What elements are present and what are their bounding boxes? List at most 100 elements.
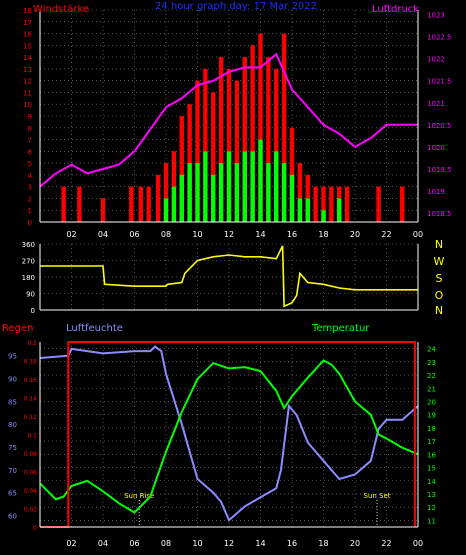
temperature-line (39, 359, 419, 514)
x-tick-label: 08 (161, 539, 171, 548)
y-temp-tick-label: 20 (427, 398, 436, 406)
compass-label: N (435, 304, 443, 317)
wind-gust-bar (376, 186, 381, 222)
y-temp-tick-label: 22 (427, 372, 436, 380)
y-humidity-tick-label: 90 (8, 376, 17, 384)
x-tick-label: 16 (287, 539, 297, 548)
wind-mean-bar (266, 163, 271, 222)
y-humidity-tick-label: 75 (8, 444, 17, 452)
y-humidity-tick-label: 70 (8, 467, 17, 475)
annotation-label: Sun Set (364, 492, 391, 500)
wind-gust-bar (329, 186, 334, 222)
y-rain-tick-label: 0.16 (24, 377, 38, 384)
wind-gust-bar (266, 57, 271, 222)
y-temp-tick-label: 15 (427, 465, 436, 473)
wind-gust-bar (211, 92, 216, 222)
x-tick-label: 14 (255, 539, 265, 548)
wind-gust-bar (163, 163, 169, 222)
x-tick-label: 12 (224, 539, 234, 548)
x-tick-label: 06 (129, 539, 139, 548)
wind-mean-bar (242, 151, 247, 222)
wind-gust-bar (100, 198, 106, 222)
y-left-tick-label: 9 (28, 113, 32, 121)
wind-mean-bar (274, 151, 279, 222)
y-rain-tick-label: 0.12 (24, 414, 38, 421)
y-left-tick-label: 4 (28, 172, 33, 180)
wind-gust-bar (313, 186, 318, 222)
y-rain-tick-label: 0.08 (24, 451, 38, 458)
y-tick-label: 180 (22, 274, 35, 282)
right-axis-label: Temperatur (311, 323, 370, 334)
y-left-tick-label: 7 (28, 137, 32, 145)
y-humidity-tick-label: 85 (8, 398, 17, 406)
wind-gust-bar (250, 45, 255, 223)
wind-gust-bar (129, 186, 134, 222)
y-left-tick-label: 18 (23, 7, 32, 15)
x-tick-label: 16 (287, 230, 297, 239)
y-left-tick-label: 6 (28, 148, 33, 156)
wind-mean-bar (187, 163, 192, 222)
y-humidity-tick-label: 80 (8, 421, 17, 429)
wind-gust-bar (321, 186, 326, 222)
wind-gust-bar (344, 186, 350, 222)
y-humidity-tick-label: 65 (8, 490, 17, 498)
wind-gust-bar (171, 151, 177, 222)
y-left-tick-label: 2 (28, 195, 32, 203)
x-tick-label: 02 (66, 539, 76, 548)
y-right-tick-label: 1020 (427, 144, 445, 152)
y-rain-tick-label: 0.14 (24, 396, 38, 403)
wind-gust-bar (179, 116, 184, 222)
x-tick-label: 22 (381, 230, 391, 239)
y-temp-tick-label: 14 (427, 478, 436, 486)
x-tick-label: 00 (413, 230, 423, 239)
wind-mean-bar (258, 139, 263, 222)
left-axis-label: Regen (2, 323, 34, 334)
y-temp-tick-label: 13 (427, 491, 436, 499)
y-right-tick-label: 1022.5 (427, 34, 452, 42)
wind-mean-bar (234, 163, 240, 222)
y-rain-tick-label: 0.02 (24, 507, 38, 514)
y-temp-tick-label: 11 (427, 517, 436, 525)
y-right-tick-label: 1020.5 (427, 122, 452, 130)
y-left-tick-label: 10 (23, 101, 32, 109)
y-temp-tick-label: 24 (427, 346, 436, 354)
x-tick-label: 20 (350, 230, 360, 239)
y-left-tick-label: 17 (23, 19, 32, 27)
y-right-tick-label: 1023 (427, 11, 445, 19)
wind-mean-bar (218, 163, 224, 222)
y-rain-tick-label: 0.04 (24, 488, 38, 495)
x-tick-label: 18 (318, 539, 328, 548)
y-tick-label: 0 (31, 307, 35, 315)
x-tick-label: 08 (161, 230, 171, 239)
wind-mean-bar (163, 198, 169, 222)
y-left-tick-label: 1 (28, 207, 32, 215)
right-axis-label: Luftdruck (372, 4, 419, 15)
wind-gust-bar (138, 186, 143, 222)
wind-gust-bar (61, 186, 66, 222)
wind-gust-bar (195, 80, 200, 223)
wind-gust-bar (77, 186, 82, 222)
pressure-line (39, 52, 418, 188)
x-tick-label: 10 (192, 539, 202, 548)
y-temp-tick-label: 17 (427, 438, 436, 446)
x-tick-label: 04 (98, 230, 108, 239)
y-left-tick-label: 5 (28, 160, 32, 168)
wind-mean-bar (250, 151, 255, 222)
wind-gust-bar (274, 68, 279, 222)
y-temp-tick-label: 19 (427, 412, 436, 420)
wind-mean-bar (289, 174, 295, 222)
y-rain-tick-label: 0 (33, 525, 37, 532)
wind-mean-bar (321, 210, 326, 222)
wind-mean-bar (226, 151, 232, 222)
y-right-tick-label: 1019.5 (427, 166, 452, 174)
wind-mean-bar (203, 151, 208, 222)
y-left-tick-label: 3 (28, 184, 32, 192)
y-right-tick-label: 1021.5 (427, 78, 452, 86)
wind-gust-bar (234, 80, 240, 223)
x-tick-label: 18 (318, 230, 328, 239)
y-humidity-tick-label: 60 (8, 513, 17, 521)
x-tick-label: 20 (350, 539, 360, 548)
y-right-tick-label: 1018.5 (427, 210, 452, 218)
